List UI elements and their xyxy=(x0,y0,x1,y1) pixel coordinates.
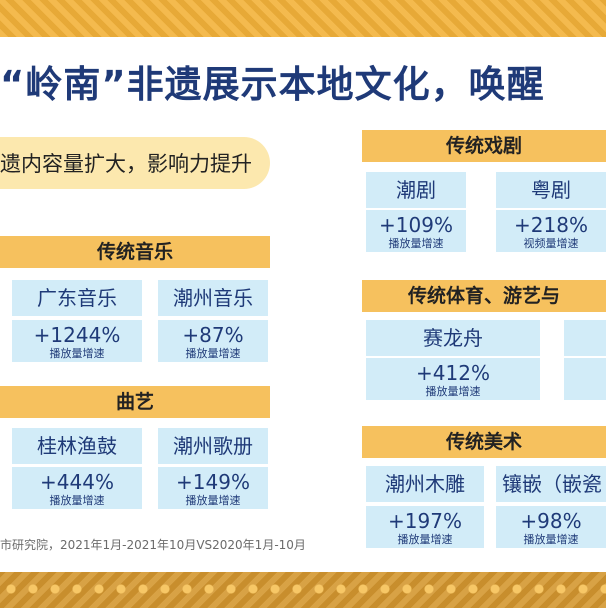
decorative-dot-pattern xyxy=(0,580,606,598)
stat-label: 视频量增速 xyxy=(523,237,579,250)
stat-label: 播放量增速 xyxy=(388,237,444,250)
stat-label: 播放量增速 xyxy=(185,347,241,360)
card-name-chaozhou-woodcarving: 潮州木雕 xyxy=(366,466,484,502)
card-name-yueju: 粤剧 xyxy=(496,172,606,208)
stat-value: +87% xyxy=(182,323,244,347)
source-note: 市研究院，2021年1月-2021年10月VS2020年1月-10月 xyxy=(0,538,306,552)
stat-label: 播放量增速 xyxy=(185,494,241,507)
stat-value: +218% xyxy=(514,213,588,237)
stat-value: +98% xyxy=(520,509,582,533)
stat-value: +109% xyxy=(379,213,453,237)
card-stat-chaozhou-woodcarving: +197% 播放量增速 xyxy=(366,506,484,548)
decorative-top-border xyxy=(0,0,606,37)
card-name-chaoju: 潮剧 xyxy=(366,172,466,208)
stat-value: +149% xyxy=(176,470,250,494)
stat-value: +197% xyxy=(388,509,462,533)
card-name-inlay: 镶嵌（嵌瓷 xyxy=(496,466,606,502)
stat-label: 播放量增速 xyxy=(49,347,105,360)
page-title: “岭南”非遗展示本地文化，唤醒 xyxy=(0,63,545,106)
stat-value: +412% xyxy=(416,361,490,385)
card-stat-yueju: +218% 视频量增速 xyxy=(496,210,606,252)
card-stat-chaoju: +109% 播放量增速 xyxy=(366,210,466,252)
decorative-bottom-border xyxy=(0,572,606,608)
stat-value: +444% xyxy=(40,470,114,494)
subtitle-text: 遗内容量扩大，影响力提升 xyxy=(0,152,252,176)
card-stat-inlay: +98% 播放量增速 xyxy=(496,506,606,548)
card-stat-guilin-yugu: +444% 播放量增速 xyxy=(12,467,142,509)
card-stat-guangdong-music: +1244% 播放量增速 xyxy=(12,320,142,362)
card-name-dragon-boat: 赛龙舟 xyxy=(366,320,540,356)
card-name-guangdong-music: 广东音乐 xyxy=(12,280,142,316)
stat-value: +1244% xyxy=(33,323,121,347)
card-stat-partial xyxy=(564,358,606,400)
stat-label: 播放量增速 xyxy=(397,533,453,546)
card-stat-dragon-boat: +412% 播放量增速 xyxy=(366,358,540,400)
stat-label: 播放量增速 xyxy=(49,494,105,507)
card-name-guilin-yugu: 桂林渔鼓 xyxy=(12,428,142,464)
section-header-art: 传统美术 xyxy=(362,426,606,458)
stat-label: 播放量增速 xyxy=(425,385,481,398)
card-stat-chaozhou-music: +87% 播放量增速 xyxy=(158,320,268,362)
card-name-chaozhou-gece: 潮州歌册 xyxy=(158,428,268,464)
card-name-partial xyxy=(564,320,606,356)
stat-label: 播放量增速 xyxy=(523,533,579,546)
card-name-chaozhou-music: 潮州音乐 xyxy=(158,280,268,316)
card-stat-chaozhou-gece: +149% 播放量增速 xyxy=(158,467,268,509)
section-header-opera: 传统戏剧 xyxy=(362,130,606,162)
section-header-quyi: 曲艺 xyxy=(0,386,270,418)
section-header-music: 传统音乐 xyxy=(0,236,270,268)
subtitle-pill: 遗内容量扩大，影响力提升 xyxy=(0,137,270,189)
section-header-sports: 传统体育、游艺与 xyxy=(362,280,606,312)
